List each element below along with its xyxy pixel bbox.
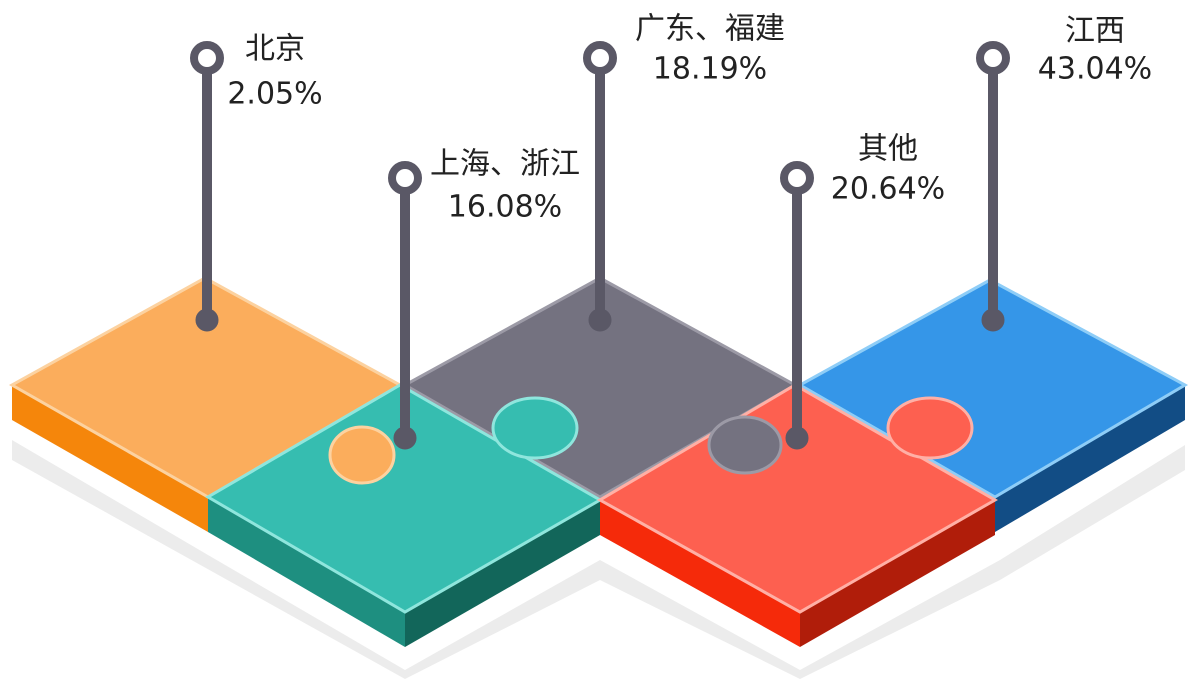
piece-blue (796, 278, 1189, 532)
pins (190, 41, 1010, 450)
region-value: 20.64% (831, 172, 945, 207)
region-value: 43.04% (1038, 52, 1152, 87)
region-value: 2.05% (227, 77, 322, 112)
region-label: 江西 (1065, 14, 1125, 49)
piece-red (596, 383, 999, 647)
region-label: 广东、福建 (635, 12, 785, 47)
region-value: 18.19% (653, 52, 767, 87)
region-label: 上海、浙江 (430, 147, 580, 182)
piece-teal (205, 383, 604, 647)
shadow (12, 440, 1185, 679)
region-value: 16.08% (448, 190, 562, 225)
region-label: 其他 (858, 132, 918, 167)
region-label: 北京 (245, 32, 305, 67)
piece-gray (401, 276, 799, 499)
